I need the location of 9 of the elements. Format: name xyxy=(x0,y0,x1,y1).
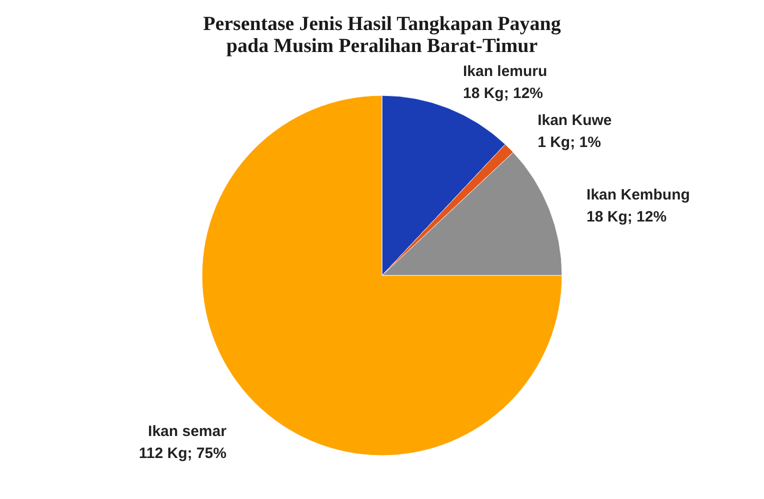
slice-label: Ikan Kembung xyxy=(586,186,690,204)
data-label: 112 Kg; 75% xyxy=(138,445,226,462)
slice-label: Ikan lemuru xyxy=(462,62,548,80)
data-label: 18 Kg; 12% xyxy=(462,84,544,102)
data-label: 18 Kg; 12% xyxy=(586,208,667,226)
chart-title: Persentase Jenis Hasil Tangkapan Payang pada Musim Peralihan Barat-Timur xyxy=(203,13,561,57)
slice-label: Ikan semar xyxy=(148,423,227,440)
data-label: 1 Kg; 1% xyxy=(538,134,601,151)
slice-label: Ikan Kuwe xyxy=(538,112,612,129)
